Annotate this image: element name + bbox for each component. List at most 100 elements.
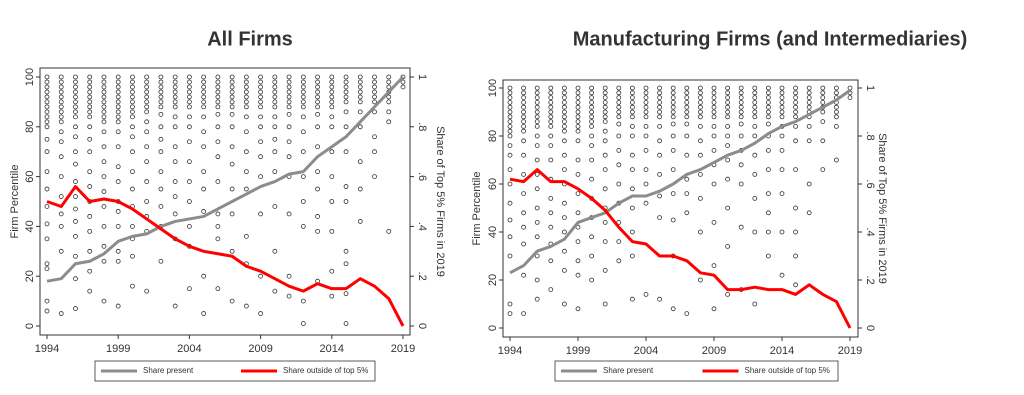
scatter-point [101, 79, 107, 85]
scatter-point [215, 124, 221, 130]
scatter-point [698, 195, 703, 201]
scatter-point [73, 79, 78, 85]
y2-tick-label: 0 [864, 325, 876, 331]
scatter-point [243, 84, 249, 90]
scatter-point [575, 157, 581, 163]
scatter-point [684, 210, 690, 216]
scatter-point [793, 124, 798, 129]
scatter-point [87, 214, 93, 219]
scatter-point [329, 268, 335, 274]
scatter-point [58, 114, 64, 120]
scatter-point [186, 79, 192, 85]
scatter-point [300, 84, 306, 90]
scatter-point [725, 176, 730, 182]
scatter-point [357, 84, 363, 90]
scatter-point [602, 152, 608, 158]
scatter-point [793, 95, 798, 100]
scatter-point [286, 273, 292, 279]
scatter-point [286, 79, 292, 85]
scatter-point [44, 136, 50, 142]
scatter-point [548, 114, 554, 120]
scatter-point [521, 90, 526, 96]
scatter-point [793, 229, 798, 235]
scatter-point [115, 129, 121, 135]
scatter-point [562, 138, 567, 144]
scatter-point [643, 109, 649, 115]
scatter-point [186, 124, 192, 130]
scatter-point [87, 124, 93, 130]
scatter-point [44, 104, 50, 110]
scatter-point [229, 89, 235, 95]
scatter-point [186, 286, 192, 292]
scatter-point [101, 89, 107, 95]
scatter-point [630, 152, 635, 158]
scatter-point [272, 89, 278, 95]
scatter-point [616, 100, 622, 105]
scatter-point [698, 95, 703, 100]
scatter-point [243, 104, 249, 110]
scatter-point [698, 124, 703, 129]
scatter-point [115, 74, 121, 80]
scatter-point [215, 84, 221, 90]
scatter-point [725, 100, 730, 105]
scatter-point [172, 124, 178, 130]
scatter-point [272, 288, 278, 294]
scatter-point [725, 90, 730, 96]
scatter-point [806, 85, 812, 91]
scatter-point [144, 199, 150, 204]
panel-title: All Firms [207, 28, 293, 50]
scatter-point [766, 147, 771, 153]
scatter-point [698, 152, 703, 158]
scatter-point [575, 306, 581, 312]
scatter-point [315, 111, 320, 117]
scatter-point [766, 210, 771, 216]
scatter-point [589, 90, 594, 96]
scatter-point [616, 121, 622, 127]
scatter-point [73, 104, 78, 110]
scatter-point [507, 109, 513, 115]
scatter-point [806, 100, 812, 105]
scatter-point [725, 157, 730, 163]
y2-tick-label: .2 [864, 275, 876, 284]
series-line [46, 185, 405, 327]
scatter-point [386, 99, 392, 105]
scatter-point [657, 104, 662, 110]
scatter-point [272, 136, 278, 142]
scatter-point [738, 162, 744, 168]
scatter-point [834, 90, 839, 96]
scatter-point [186, 199, 192, 204]
scatter-point [711, 104, 717, 110]
scatter-point [300, 174, 306, 180]
scatter-point [684, 109, 690, 115]
scatter-point [115, 104, 121, 110]
scatter-point [73, 219, 78, 224]
scatter-point [752, 171, 758, 177]
scatter-point [766, 104, 771, 110]
scatter-point [834, 85, 839, 91]
scatter-point [507, 114, 513, 120]
scatter-point [711, 263, 717, 269]
scatter-point [766, 100, 771, 105]
scatter-point [806, 124, 812, 129]
scatter-point [725, 291, 730, 297]
scatter-point [101, 84, 107, 90]
y2-tick-label: .8 [416, 122, 428, 131]
scatter-point [602, 100, 608, 105]
scatter-point [300, 298, 306, 304]
scatter-point [507, 133, 513, 139]
scatter-point [357, 89, 363, 95]
scatter-point [630, 229, 635, 235]
scatter-point [589, 109, 594, 115]
scatter-point [548, 104, 554, 110]
scatter-point [300, 89, 306, 95]
scatter-point [616, 104, 622, 110]
scatter-point [738, 85, 744, 91]
scatter-point [172, 303, 178, 309]
scatter-point [201, 311, 207, 316]
scatter-point [258, 211, 264, 217]
scatter-point [820, 95, 826, 100]
scatter-point [286, 104, 292, 110]
scatter-point [158, 124, 164, 130]
scatter-point [820, 100, 826, 105]
scatter-point [766, 121, 771, 127]
